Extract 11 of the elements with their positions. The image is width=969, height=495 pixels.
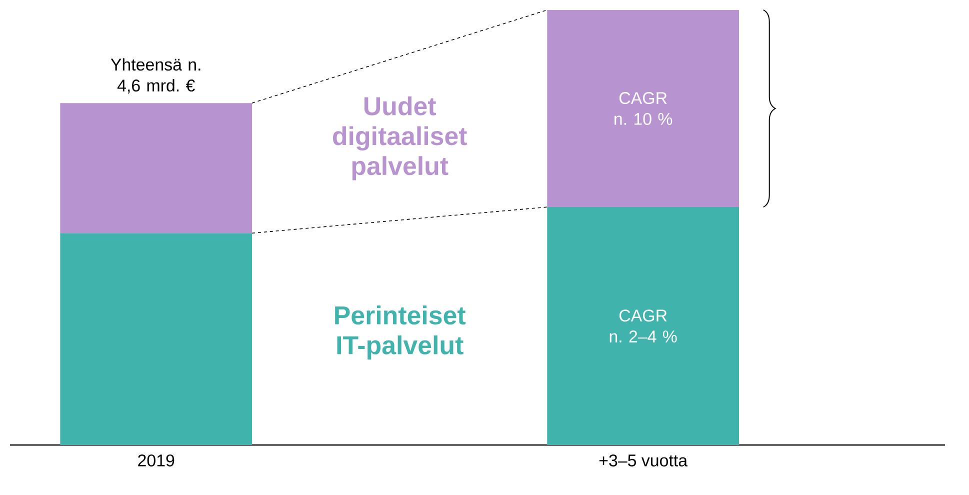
bar [547,10,740,208]
text: Uudet digitaaliset palvelut [333,96,467,180]
x-tick-label: 2019 [138,454,174,466]
bar [60,103,252,234]
annotation: Yhteensä n. 4,6 mrd. € [110,58,200,94]
x-tick-label: +3–5 vuotta [599,454,688,466]
annotation: CAGR n. 2–4 % [610,310,677,342]
bar [60,233,252,445]
text: Perinteiset IT-palvelut [335,306,466,360]
annotation: CAGR n. 10 % [614,92,672,125]
bar [547,207,740,445]
